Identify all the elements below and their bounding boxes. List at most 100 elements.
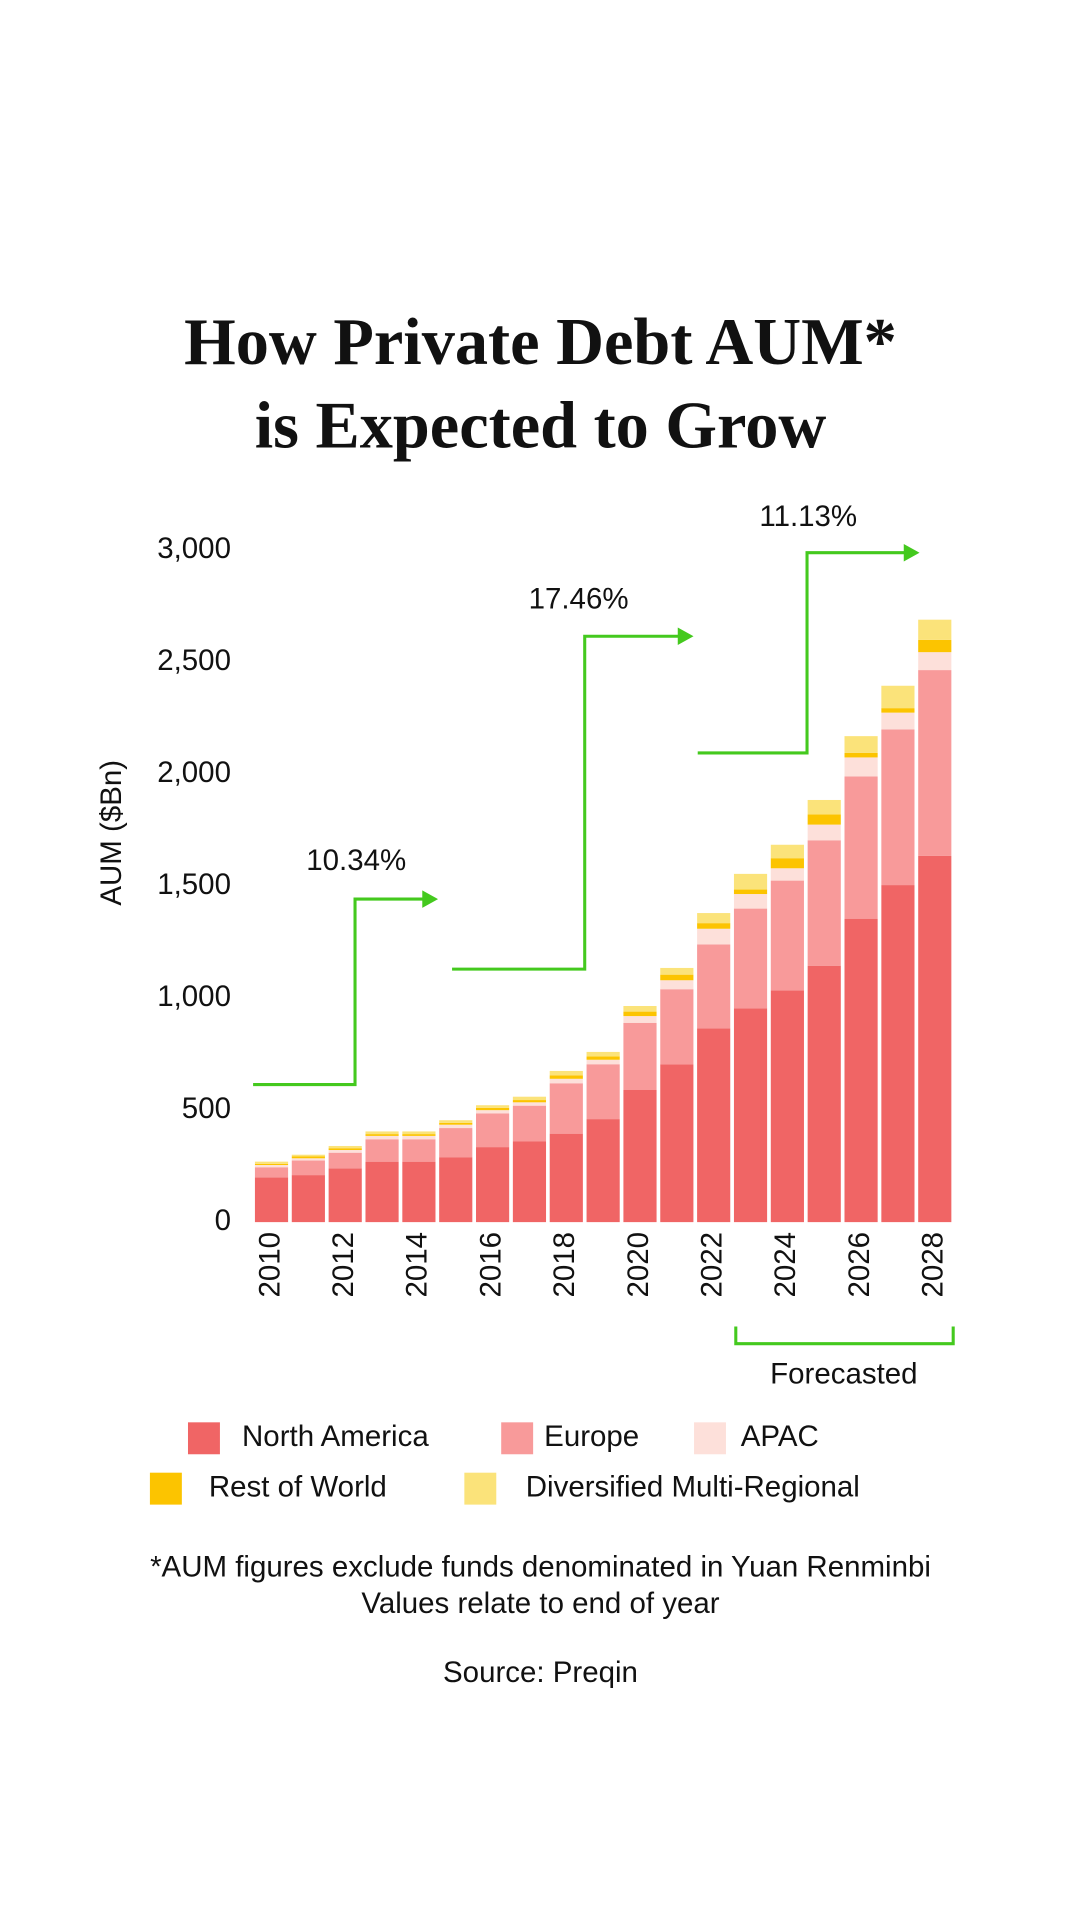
bar-segment <box>807 824 841 841</box>
bar-segment <box>623 1006 657 1012</box>
bar-segment <box>733 908 768 1009</box>
bar-segment <box>439 1157 473 1223</box>
bar-segment <box>328 1148 362 1151</box>
bar-segment <box>807 965 841 1223</box>
bar-segment <box>770 858 804 869</box>
bar-segment <box>697 923 731 929</box>
x-tick-label: 2028 <box>917 1232 950 1298</box>
bar-segment <box>254 1161 289 1164</box>
bar-segment <box>586 1056 620 1060</box>
growth-arrow <box>253 897 430 1087</box>
legend-label: APAC <box>741 1420 819 1453</box>
bar-segment <box>291 1158 325 1161</box>
bar-segment <box>476 1107 510 1111</box>
bar-segment <box>512 1141 547 1223</box>
forecast-bracket <box>734 1326 955 1346</box>
source: Source: Preqin <box>443 1656 638 1689</box>
arrow-head <box>422 890 439 908</box>
bar-segment <box>733 894 768 909</box>
legend-label: Europe <box>544 1420 639 1453</box>
x-tick-label: 2022 <box>695 1232 728 1298</box>
bar-segment <box>918 652 952 671</box>
bar-segment <box>365 1131 399 1135</box>
y-axis-title: AUM ($Bn) <box>95 760 128 906</box>
bar-segment <box>402 1131 436 1135</box>
y-tick-label: 2,000 <box>157 756 231 789</box>
growth-label: 11.13% <box>759 500 857 533</box>
bar-segment <box>328 1145 362 1149</box>
bar-segment <box>918 619 952 640</box>
chart-title: How Private Debt AUM* <box>184 306 897 379</box>
bar-segment <box>844 752 878 758</box>
x-tick-label: 2012 <box>327 1232 360 1298</box>
bar-segment <box>549 1070 583 1076</box>
bar-segment <box>512 1105 547 1142</box>
bar-segment <box>439 1124 473 1129</box>
legend-swatch <box>149 1472 182 1505</box>
bar-segment <box>844 776 878 919</box>
bar-segment <box>586 1064 620 1120</box>
legend-swatch <box>694 1422 726 1455</box>
footnote: *AUM figures exclude funds denominated i… <box>150 1550 931 1583</box>
y-tick-label: 1,000 <box>157 980 231 1013</box>
bar-segment <box>328 1150 362 1153</box>
y-tick-label: 3,000 <box>157 532 231 565</box>
bar-segment <box>402 1139 436 1162</box>
growth-arrow <box>697 551 912 755</box>
bar-segment <box>365 1134 399 1136</box>
bar-segment <box>586 1051 620 1057</box>
growth-arrows <box>253 543 955 1346</box>
bar-segment <box>733 889 768 895</box>
bar-segment <box>733 1008 768 1223</box>
legend-swatch <box>187 1422 220 1455</box>
bar-segment <box>402 1134 436 1136</box>
bar-segment <box>770 868 804 881</box>
bar-segment <box>476 1110 510 1114</box>
bar-segment <box>697 928 731 945</box>
bar-segment <box>770 844 804 859</box>
legend-swatch <box>501 1422 534 1455</box>
bar-segment <box>660 1064 694 1223</box>
bar-segment <box>439 1120 473 1123</box>
bar-segment <box>697 944 731 1029</box>
x-tick-label: 2010 <box>253 1232 286 1298</box>
bar-segment <box>844 757 878 777</box>
bar-segment <box>291 1156 325 1159</box>
bar-segment <box>439 1122 473 1125</box>
y-tick-label: 2,500 <box>157 644 231 677</box>
bar-segment <box>476 1147 510 1223</box>
bar-segment <box>365 1161 399 1223</box>
bar-segment <box>291 1160 325 1176</box>
bar-segment <box>291 1154 325 1157</box>
bar-segment <box>365 1139 399 1162</box>
arrow-head <box>677 627 694 645</box>
x-tick-label: 2020 <box>622 1232 655 1298</box>
bar-segment <box>549 1078 583 1084</box>
bar-segment <box>881 712 915 730</box>
bar-segment <box>733 873 768 890</box>
growth-label: 17.46% <box>529 582 629 615</box>
bar-segment <box>807 814 841 825</box>
bar-segment <box>881 729 915 886</box>
bar-segment <box>881 885 915 1223</box>
legend-swatch <box>464 1472 497 1505</box>
bar-segment <box>512 1100 547 1103</box>
bar-segment <box>918 639 952 653</box>
legend-label: North America <box>242 1420 429 1453</box>
x-tick-label: 2016 <box>474 1232 507 1298</box>
x-tick-label: 2014 <box>401 1232 434 1298</box>
footnote: Values relate to end of year <box>361 1587 719 1620</box>
bar-segment <box>328 1168 362 1223</box>
bar-segment <box>881 685 915 709</box>
y-tick-label: 0 <box>215 1204 231 1237</box>
bar-segment <box>660 974 694 981</box>
bar-segment <box>365 1135 399 1140</box>
y-tick-label: 1,500 <box>157 868 231 901</box>
bar-segment <box>512 1096 547 1101</box>
growth-label: 10.34% <box>306 844 406 877</box>
bar-segment <box>439 1128 473 1158</box>
legend-label: Diversified Multi-Regional <box>526 1470 860 1503</box>
bar-segment <box>623 1022 657 1090</box>
bar-segment <box>512 1102 547 1106</box>
chart-title: is Expected to Grow <box>255 390 827 463</box>
